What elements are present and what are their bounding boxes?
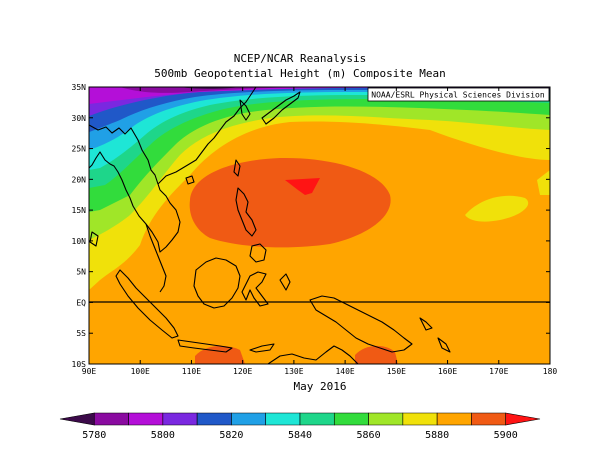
colorbar-swatch <box>471 412 507 426</box>
y-tick-label: 5S <box>76 329 86 338</box>
chart-subtitle: 500mb Geopotential Height (m) Composite … <box>154 67 446 80</box>
band-5840 <box>89 87 550 188</box>
colorbar-swatch <box>93 412 129 426</box>
x-axis-label: May 2016 <box>294 380 347 393</box>
colorbar-swatch <box>231 412 267 426</box>
colorbar-swatch <box>505 412 541 426</box>
band-5890-south1 <box>195 345 245 364</box>
credit-text: NOAA/ESRL Physical Sciences Division <box>371 91 545 100</box>
colorbar-swatch <box>402 412 438 426</box>
band-5870-east <box>465 195 529 222</box>
colorbar-swatch <box>196 412 232 426</box>
y-tick-label: EQ <box>76 298 86 307</box>
colorbar-label: 5820 <box>219 430 243 441</box>
x-tick-label: 110E <box>182 367 201 376</box>
y-tick-label: 10S <box>72 360 87 369</box>
y-tick-label: 10N <box>72 237 87 246</box>
colorbar-label: 5840 <box>288 430 312 441</box>
coast-sulawesi <box>241 271 269 307</box>
coast-mindanao <box>249 243 267 263</box>
colorbar-label: 5860 <box>357 430 381 441</box>
colorbar-swatch <box>436 412 472 426</box>
coast-pacific-islands <box>419 317 451 353</box>
chart-title: NCEP/NCAR Reanalysis <box>233 52 367 65</box>
colorbar-swatch <box>59 412 95 426</box>
y-tick-label: 30N <box>72 114 87 123</box>
band-5900-center <box>285 178 320 195</box>
colorbar-label: 5900 <box>494 430 518 441</box>
x-tick-label: 130E <box>284 367 303 376</box>
colorbar-swatch <box>333 412 369 426</box>
colorbar-label: 5800 <box>151 430 175 441</box>
coast-java <box>177 339 233 353</box>
coast-borneo <box>193 257 241 309</box>
coast-sumatra <box>115 269 179 339</box>
x-tick-label: 170E <box>489 367 508 376</box>
colorbar-swatch <box>128 412 164 426</box>
band-5850 <box>89 87 550 212</box>
x-tick-label: 150E <box>387 367 406 376</box>
coast-malay <box>145 223 167 293</box>
x-tick-label: 140E <box>335 367 354 376</box>
y-tick-label: 5N <box>76 268 86 277</box>
colorbar-swatch <box>265 412 301 426</box>
colorbar: 5780 5800 5820 5840 5860 5880 5900 <box>59 412 541 441</box>
y-tick-label: 15N <box>72 206 87 215</box>
coast-mainland-asia <box>89 124 181 253</box>
coast-australia <box>267 345 359 364</box>
coastlines <box>89 87 451 364</box>
y-tick-label: 25N <box>72 145 87 154</box>
colorbar-label: 5880 <box>425 430 449 441</box>
x-tick-label: 180 <box>543 367 558 376</box>
colorbar-swatch <box>299 412 335 426</box>
y-tick-label: 20N <box>72 175 87 184</box>
x-tick-label: 160E <box>438 367 457 376</box>
plot-frame <box>88 86 551 365</box>
credit-box <box>367 87 550 102</box>
x-tick-label: 90E <box>82 367 97 376</box>
coast-south-china <box>157 87 257 185</box>
axis-ticks: 90E 100E 110E 120E 130E 140E 150E 160E 170E 180 10… <box>72 83 558 376</box>
coast-timor <box>249 343 275 353</box>
coast-new-guinea <box>309 295 413 353</box>
x-tick-label: 120E <box>233 367 252 376</box>
band-5890-high <box>189 157 391 248</box>
coast-halmahera <box>279 273 291 291</box>
band-5870 <box>89 87 550 290</box>
colorbar-swatch <box>368 412 404 426</box>
coast-korea <box>239 99 251 121</box>
coast-kyushu <box>261 91 301 125</box>
map-field <box>89 87 550 364</box>
x-tick-label: 100E <box>131 367 150 376</box>
colorbar-label: 5780 <box>82 430 106 441</box>
coast-hainan <box>185 175 195 185</box>
colorbar-swatch <box>162 412 198 426</box>
band-5870-east2 <box>537 170 550 195</box>
coast-luzon <box>235 187 257 237</box>
coast-taiwan <box>233 159 241 177</box>
y-tick-label: 35N <box>72 83 87 92</box>
coast-sri-lanka <box>89 231 99 247</box>
